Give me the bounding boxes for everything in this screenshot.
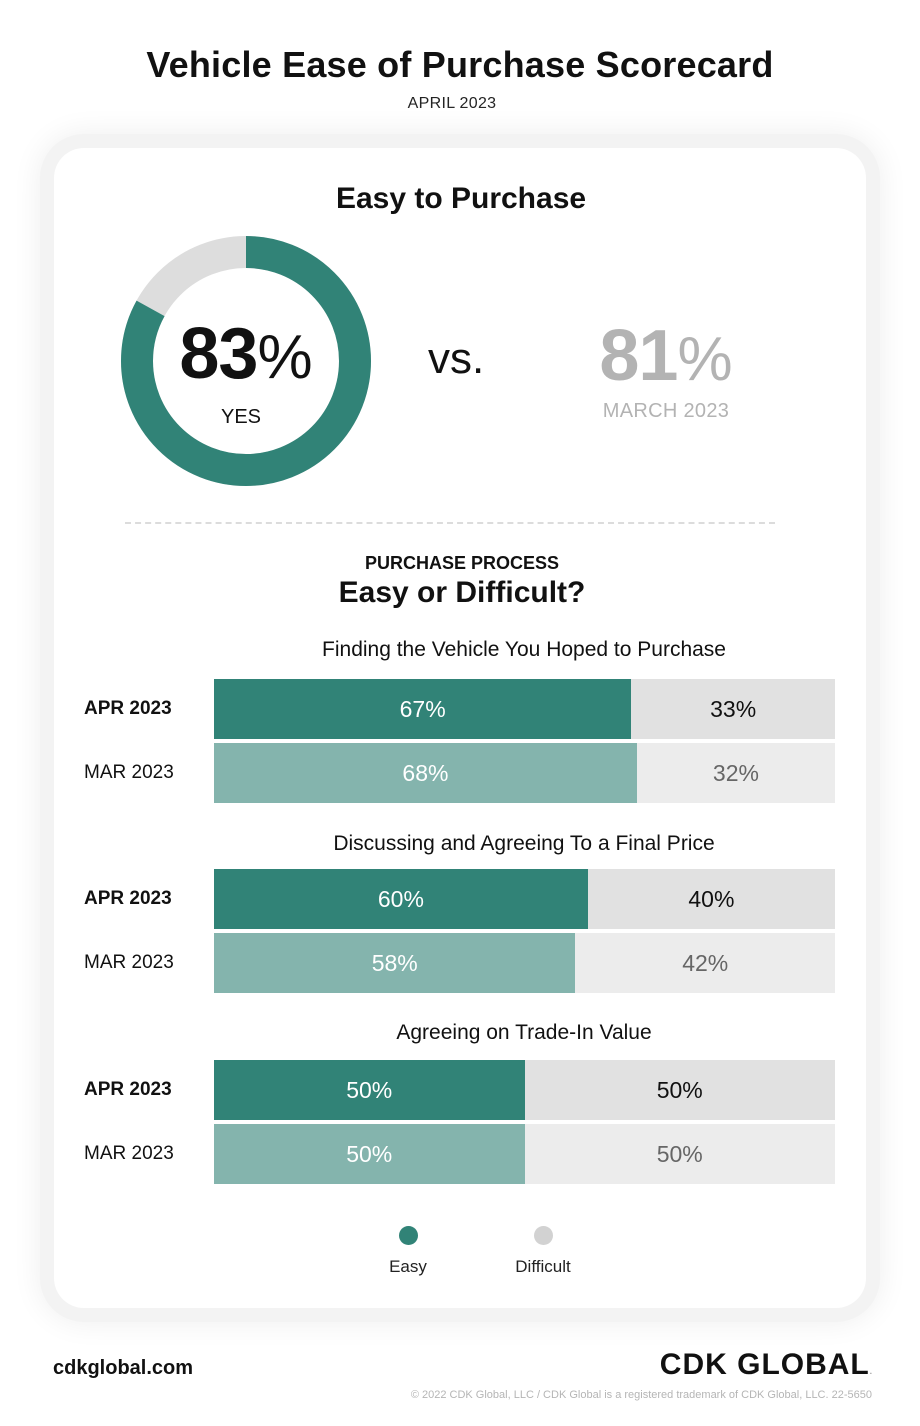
easy-segment: 58%	[214, 933, 576, 993]
page-title: Vehicle Ease of Purchase Scorecard	[146, 44, 774, 85]
group-title: Finding the Vehicle You Hoped to Purchas…	[322, 638, 726, 661]
brand-logo: CDK GLOBAL.	[660, 1348, 872, 1382]
section-title: Easy or Difficult?	[338, 576, 586, 609]
previous-percent-sign: %	[677, 325, 733, 394]
legend-label-easy: Easy	[389, 1257, 427, 1276]
easy-segment: 50%	[214, 1060, 525, 1120]
donut-chart	[121, 236, 371, 486]
difficult-segment: 40%	[587, 869, 835, 929]
chart-legend: Easy Difficult	[380, 1226, 600, 1286]
row-label-current: APR 2023	[84, 1079, 172, 1100]
brand-mark: .	[869, 1367, 872, 1376]
easy-segment: 60%	[214, 869, 588, 929]
section-kicker: PURCHASE PROCESS	[364, 553, 560, 573]
page-subtitle: APRIL 2023	[407, 95, 497, 112]
stacked-bar-previous: 50% 50%	[214, 1124, 835, 1184]
stacked-bar-previous: 68% 32%	[214, 743, 835, 803]
summary-title: Easy to Purchase	[335, 182, 587, 215]
row-label-previous: MAR 2023	[84, 762, 174, 783]
dashed-divider	[125, 522, 775, 524]
legend-label-difficult: Difficult	[515, 1257, 571, 1276]
website-link[interactable]: cdkglobal.com	[53, 1357, 194, 1379]
previous-value: 81	[599, 316, 678, 396]
current-percent-sign: %	[257, 323, 313, 392]
stacked-bar-current: 67% 33%	[214, 679, 835, 739]
group-title: Agreeing on Trade-In Value	[396, 1021, 652, 1044]
row-label-previous: MAR 2023	[84, 1143, 174, 1164]
current-label: YES	[220, 406, 262, 428]
brand-name: CDK GLOBAL	[659, 1348, 870, 1381]
row-label-current: APR 2023	[84, 888, 172, 909]
previous-percentage: 81%	[586, 320, 746, 392]
current-percentage: 83%	[121, 318, 371, 390]
easy-dot-icon	[398, 1226, 418, 1245]
legend-item-easy: Easy	[368, 1226, 448, 1277]
difficult-segment: 32%	[636, 743, 835, 803]
stacked-bar-current: 50% 50%	[214, 1060, 835, 1120]
current-value: 83	[179, 314, 258, 394]
easy-segment: 50%	[214, 1124, 525, 1184]
group-title: Discussing and Agreeing To a Final Price	[333, 832, 715, 855]
row-label-previous: MAR 2023	[84, 952, 174, 973]
legend-item-difficult: Difficult	[503, 1226, 583, 1277]
easy-segment: 67%	[214, 679, 632, 739]
difficult-dot-icon	[533, 1226, 553, 1245]
easy-segment: 68%	[214, 743, 637, 803]
difficult-segment: 33%	[631, 679, 835, 739]
stacked-bar-previous: 58% 42%	[214, 933, 835, 993]
difficult-segment: 50%	[524, 1060, 835, 1120]
difficult-segment: 42%	[575, 933, 835, 993]
vs-label: vs.	[428, 334, 485, 383]
row-label-current: APR 2023	[84, 698, 172, 719]
previous-comparison: 81% MARCH 2023	[586, 320, 746, 423]
donut-center: 83% YES	[121, 236, 371, 486]
previous-label: MARCH 2023	[602, 400, 730, 422]
donut-value-arc	[121, 236, 371, 486]
difficult-segment: 50%	[524, 1124, 835, 1184]
copyright-notice: © 2022 CDK Global, LLC / CDK Global is a…	[410, 1389, 872, 1401]
stacked-bar-current: 60% 40%	[214, 869, 835, 929]
